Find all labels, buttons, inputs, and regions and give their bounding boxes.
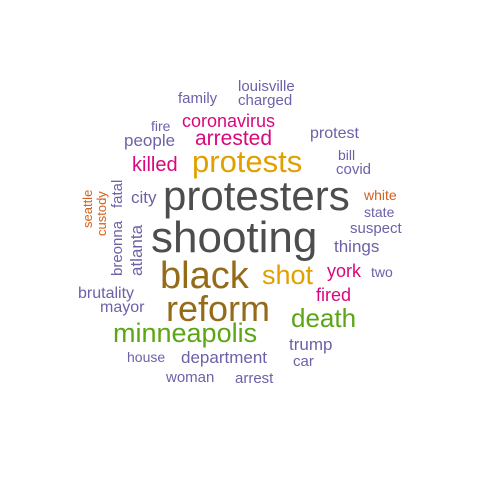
word-suspect: suspect	[350, 220, 402, 237]
word-minneapolis: minneapolis	[113, 318, 258, 348]
word-people: people	[124, 131, 176, 150]
word-mayor: mayor	[100, 299, 145, 316]
word-fire: fire	[151, 118, 171, 134]
word-death: death	[291, 303, 357, 333]
word-seattle: seattle	[80, 189, 95, 228]
word-black: black	[160, 255, 249, 297]
word-two: two	[371, 264, 393, 280]
word-shooting: shooting	[151, 213, 318, 262]
word-state: state	[364, 204, 395, 220]
word-bill: bill	[338, 147, 356, 163]
word-louisville: louisville	[238, 78, 295, 95]
word-breonna: breonna	[109, 220, 126, 276]
word-woman: woman	[166, 369, 215, 386]
word-york: york	[327, 261, 362, 281]
word-killed: killed	[132, 154, 178, 176]
word-shot: shot	[262, 260, 314, 290]
word-protesters: protesters	[163, 172, 350, 219]
word-trump: trump	[289, 335, 333, 354]
word-house: house	[127, 349, 166, 365]
word-atlanta: atlanta	[127, 224, 146, 276]
word-arrested: arrested	[195, 127, 273, 150]
word-car: car	[293, 353, 314, 370]
word-family: family	[178, 90, 218, 107]
word-brutality: brutality	[78, 285, 135, 302]
word-department: department	[181, 348, 267, 367]
word-charged: charged	[238, 92, 293, 109]
word-covid: covid	[336, 161, 372, 178]
word-fatal: fatal	[109, 179, 126, 208]
word-things: things	[334, 237, 380, 256]
word-custody: custody	[94, 191, 109, 236]
word-city: city	[131, 188, 157, 207]
word-arrest: arrest	[235, 370, 274, 387]
word-white: white	[364, 187, 397, 203]
word-fired: fired	[316, 285, 352, 305]
word-protests: protests	[192, 144, 303, 179]
word-protest: protest	[310, 125, 359, 142]
word-reform: reform	[166, 288, 271, 329]
word-coronavirus: coronavirus	[182, 111, 276, 131]
